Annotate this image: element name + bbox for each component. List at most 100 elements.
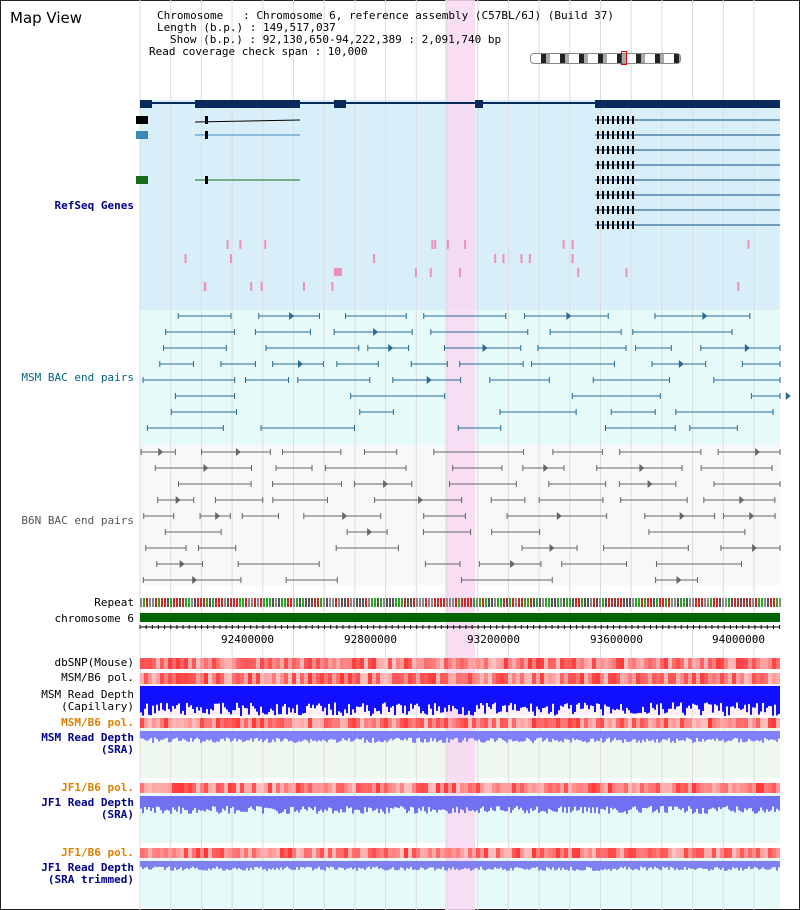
msm-depth-capillary-bar: [676, 686, 678, 707]
msm-depth-sra-bar: [714, 731, 716, 741]
msm-depth-capillary-bar: [246, 686, 248, 709]
msm-depth-capillary-bar: [444, 686, 446, 708]
msm-depth-capillary-bar: [170, 686, 172, 712]
transcript-exon: [617, 161, 619, 169]
msm-depth-capillary-bar: [612, 686, 614, 710]
repeat-mark: [227, 598, 229, 607]
jf1-trimmed-bar: [310, 861, 312, 868]
dbsnp-strip: [180, 658, 184, 669]
msm-b6-pol2-strip: [436, 718, 440, 728]
jf1-b6-pol2-strip: [692, 848, 696, 858]
repeat-mark: [161, 598, 163, 607]
jf1-trimmed-bar: [498, 861, 500, 869]
msm-depth-capillary-bar: [254, 686, 256, 709]
msm-depth-capillary-bar: [630, 686, 632, 713]
jf1-trimmed-bar: [408, 861, 410, 869]
msm-b6-pol-strip: [508, 673, 512, 684]
jf1-b6-pol2-strip: [484, 848, 488, 858]
msm-b6-pol2-strip: [588, 718, 592, 728]
msm-b6-pol2-strip: [192, 718, 196, 728]
msm-b6-pol2-strip: [252, 718, 256, 728]
jf1-b6-pol2-strip: [736, 848, 740, 858]
repeat-mark: [599, 598, 601, 607]
jf1-b6-pol-strip: [296, 783, 300, 793]
dbsnp-strip: [468, 658, 472, 669]
msm-depth-sra-bar: [670, 731, 672, 743]
msm-b6-pol-strip: [464, 673, 468, 684]
msm-depth-capillary-bar: [154, 686, 156, 714]
msm-b6-pol2-strip: [348, 718, 352, 728]
msm-b6-pol2-strip: [564, 718, 568, 728]
jf1-b6-pol-strip: [300, 783, 304, 793]
jf1-b6-pol-strip: [496, 783, 500, 793]
msm-depth-sra-bar: [202, 731, 204, 742]
transcript-exon: [205, 116, 208, 124]
msm-b6-pol-strip: [208, 673, 212, 684]
msm-depth-sra-bar: [634, 731, 636, 740]
dbsnp-strip: [740, 658, 744, 669]
msm-depth-capillary-bar: [430, 686, 432, 709]
msm-depth-sra-bar: [454, 731, 456, 739]
msm-bac-label[interactable]: MSM BAC end pairs: [21, 371, 134, 384]
jf1-depth-bar: [418, 796, 420, 809]
msm-depth-capillary-bar: [334, 686, 336, 703]
jf1-depth-bar: [674, 796, 676, 807]
dbsnp-strip: [336, 658, 340, 669]
repeat-mark: [608, 598, 610, 607]
msm-depth-sra-bar: [638, 731, 640, 741]
msm-depth-sra-bar: [156, 731, 158, 739]
msm-depth-capillary-bar: [396, 686, 398, 705]
msm-depth-sra-bar: [206, 731, 208, 740]
msm-depth-sra-bar: [264, 731, 266, 741]
msm-depth-capillary-bar: [354, 686, 356, 713]
msm-b6-pol2-strip: [328, 718, 332, 728]
jf1-depth-bar: [202, 796, 204, 811]
jf1-b6-pol-strip: [504, 783, 508, 793]
b6n-bac-label[interactable]: B6N BAC end pairs: [21, 514, 134, 527]
jf1-trimmed-bar: [514, 861, 516, 868]
jf1-b6-pol2-strip: [512, 848, 516, 858]
msm-depth-capillary-bar: [460, 686, 462, 715]
refseq-genes-label[interactable]: RefSeq Genes: [54, 199, 134, 212]
msm-b6-pol-strip: [544, 673, 548, 684]
msm-b6-pol2-strip: [640, 718, 644, 728]
jf1-depth-bar: [342, 796, 344, 813]
msm-b6-pol2-strip: [676, 718, 680, 728]
msm-depth-capillary-bar: [448, 686, 450, 706]
jf1-b6-pol-strip: [536, 783, 540, 793]
repeat-mark: [209, 598, 211, 607]
msm-b6-pol2-strip: [264, 718, 268, 728]
msm-b6-pol-strip: [236, 673, 240, 684]
msm-depth-sra-bar: [590, 731, 592, 739]
transcript-exon: [632, 206, 634, 214]
jf1-depth-bar: [140, 796, 142, 809]
jf1-trimmed-bar: [624, 861, 626, 867]
jf1-b6-pol-strip: [640, 783, 644, 793]
transcript-exon: [627, 206, 629, 214]
msm-depth-sra-bar: [144, 731, 146, 740]
transcript-exon: [627, 131, 629, 139]
msm-b6-pol-strip: [676, 673, 680, 684]
jf1-b6-pol2-strip: [364, 848, 368, 858]
msm-b6-pol2-strip: [448, 718, 452, 728]
jf1-depth-bar: [502, 796, 504, 811]
dbsnp-strip: [152, 658, 156, 669]
snp-mark: [562, 240, 565, 249]
jf1-b6-pol-strip: [288, 783, 292, 793]
jf1-depth-bar: [520, 796, 522, 808]
jf1-depth-bar: [420, 796, 422, 811]
jf1-trimmed-bar: [506, 861, 508, 871]
repeat-mark: [251, 598, 253, 607]
msm-b6-pol-strip: [284, 673, 288, 684]
axis-tick-label: 92400000: [221, 633, 274, 646]
msm-b6-pol2-strip: [212, 718, 216, 728]
msm-depth-sra-bar: [346, 731, 348, 741]
repeat-mark: [638, 598, 640, 607]
jf1-b6-pol2-strip: [160, 848, 164, 858]
chromosome-ideogram[interactable]: [530, 53, 681, 64]
msm-b6-pol2-strip: [660, 718, 664, 728]
repeat-mark: [179, 598, 181, 607]
jf1-trimmed-bar: [470, 861, 472, 871]
transcript-exon: [627, 161, 629, 169]
